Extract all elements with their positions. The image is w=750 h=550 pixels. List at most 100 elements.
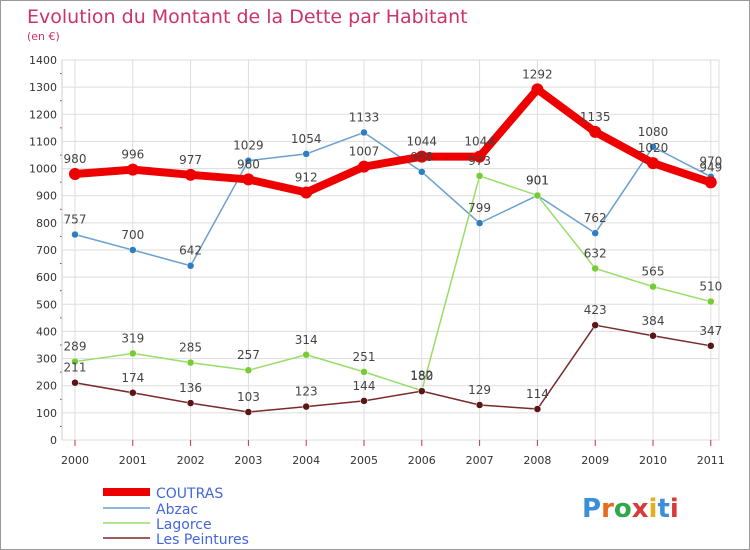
series-line-les-peintures xyxy=(74,324,712,413)
data-label-coutras: 960 xyxy=(237,157,260,171)
data-label-abzac: 1054 xyxy=(291,132,322,146)
data-point-les-peintures xyxy=(129,389,137,397)
y-tick-label: 1400 xyxy=(29,54,57,67)
data-label-les-peintures: 211 xyxy=(64,361,87,375)
data-point-lagorce xyxy=(591,264,599,273)
legend-label-coutras: COUTRAS xyxy=(156,486,223,502)
data-point-abzac xyxy=(186,261,195,270)
data-point-lagorce xyxy=(707,297,715,306)
x-tick-label: 2007 xyxy=(466,454,494,467)
y-tick-label: 500 xyxy=(36,298,57,311)
y-tick-label: 400 xyxy=(36,325,57,338)
data-point-abzac xyxy=(418,168,426,176)
y-tick-label: 800 xyxy=(36,217,57,230)
data-label-abzac: 757 xyxy=(64,213,87,227)
data-label-abzac: 1029 xyxy=(233,139,264,153)
data-label-lagorce: 973 xyxy=(468,154,491,168)
chart-title: Evolution du Montant de la Dette par Hab… xyxy=(27,6,468,28)
x-tick-label: 2008 xyxy=(523,454,551,467)
x-tick-label: 2004 xyxy=(292,454,320,467)
data-point-coutras xyxy=(589,125,602,138)
data-point-les-peintures xyxy=(71,378,79,387)
data-label-abzac: 901 xyxy=(526,173,549,187)
y-tick-label: 600 xyxy=(36,271,57,284)
data-label-coutras: 1020 xyxy=(638,141,669,155)
data-label-abzac: 970 xyxy=(699,155,722,169)
data-point-abzac xyxy=(591,229,599,237)
data-point-coutras xyxy=(69,168,81,180)
data-label-lagorce: 289 xyxy=(64,340,87,354)
data-label-les-peintures: 136 xyxy=(179,381,202,395)
data-point-lagorce xyxy=(360,368,368,376)
data-point-lagorce xyxy=(533,191,542,200)
data-label-abzac: 642 xyxy=(179,244,202,258)
data-point-les-peintures xyxy=(418,387,426,395)
data-label-lagorce: 565 xyxy=(642,265,665,279)
data-point-coutras xyxy=(531,83,544,96)
legend: COUTRAS Abzac Lagorce Les Peintures xyxy=(103,486,249,548)
x-tick-label: 2010 xyxy=(639,454,667,467)
data-label-coutras: 949 xyxy=(699,160,722,174)
y-tick-label: 0 xyxy=(50,434,57,447)
data-label-les-peintures: 174 xyxy=(121,371,144,385)
x-tick-label: 2002 xyxy=(177,454,205,467)
data-point-abzac xyxy=(649,143,657,151)
data-label-les-peintures: 123 xyxy=(295,385,318,399)
x-tick-label: 2009 xyxy=(581,454,609,467)
data-label-coutras: 1135 xyxy=(580,110,611,124)
y-tick-label: 900 xyxy=(36,190,57,203)
x-tick-label: 2000 xyxy=(61,454,89,467)
data-label-lagorce: 901 xyxy=(526,173,549,187)
data-label-coutras: 996 xyxy=(121,148,144,162)
data-label-lagorce: 319 xyxy=(121,331,144,345)
data-point-les-peintures xyxy=(475,401,484,409)
data-label-lagorce: 632 xyxy=(584,246,607,260)
grid xyxy=(62,59,719,441)
data-point-coutras xyxy=(415,150,428,163)
data-point-coutras xyxy=(647,157,659,170)
legend-label-lagorce: Lagorce xyxy=(156,517,212,533)
data-point-abzac xyxy=(302,150,310,158)
data-point-lagorce xyxy=(71,357,79,366)
data-label-les-peintures: 144 xyxy=(353,379,376,393)
data-point-coutras xyxy=(473,150,486,163)
data-label-lagorce: 251 xyxy=(353,350,376,364)
chart-subtitle: (en €) xyxy=(27,30,60,43)
y-tick-label: 1300 xyxy=(29,81,57,94)
series-line-coutras xyxy=(71,85,715,197)
data-label-les-peintures: 384 xyxy=(642,314,665,328)
data-label-les-peintures: 347 xyxy=(699,324,722,338)
data-label-abzac: 1080 xyxy=(638,125,669,139)
data-point-les-peintures xyxy=(186,399,195,407)
data-point-lagorce xyxy=(649,282,657,291)
data-point-coutras xyxy=(300,186,313,199)
data-point-coutras xyxy=(242,173,255,186)
data-point-coutras xyxy=(184,168,197,181)
data-point-les-peintures xyxy=(707,342,715,350)
data-point-coutras xyxy=(704,176,717,189)
data-label-les-peintures: 129 xyxy=(468,383,491,397)
data-label-coutras: 980 xyxy=(64,152,87,166)
data-label-lagorce: 510 xyxy=(699,280,722,294)
series-line-abzac xyxy=(74,131,712,267)
data-label-les-peintures: 423 xyxy=(584,303,607,317)
data-point-les-peintures xyxy=(360,397,368,405)
data-point-coutras xyxy=(358,160,370,173)
data-point-lagorce xyxy=(302,351,310,359)
data-label-lagorce: 285 xyxy=(179,341,202,355)
data-point-abzac xyxy=(475,219,484,227)
data-point-les-peintures xyxy=(302,402,310,411)
data-point-lagorce xyxy=(186,358,195,367)
data-label-coutras: 1044 xyxy=(407,135,438,149)
data-label-lagorce: 182 xyxy=(410,369,433,383)
data-label-abzac: 700 xyxy=(121,228,144,242)
data-label-coutras: 1292 xyxy=(522,67,553,81)
proxiti-logo: Proxiti xyxy=(582,494,679,524)
legend-label-les-peintures: Les Peintures xyxy=(156,532,249,548)
data-label-coutras: 1044 xyxy=(464,135,495,149)
x-tick-label: 2006 xyxy=(408,454,436,467)
data-label-abzac: 762 xyxy=(584,211,607,225)
y-tick-label: 1200 xyxy=(29,108,57,121)
data-label-les-peintures: 180 xyxy=(410,369,433,383)
